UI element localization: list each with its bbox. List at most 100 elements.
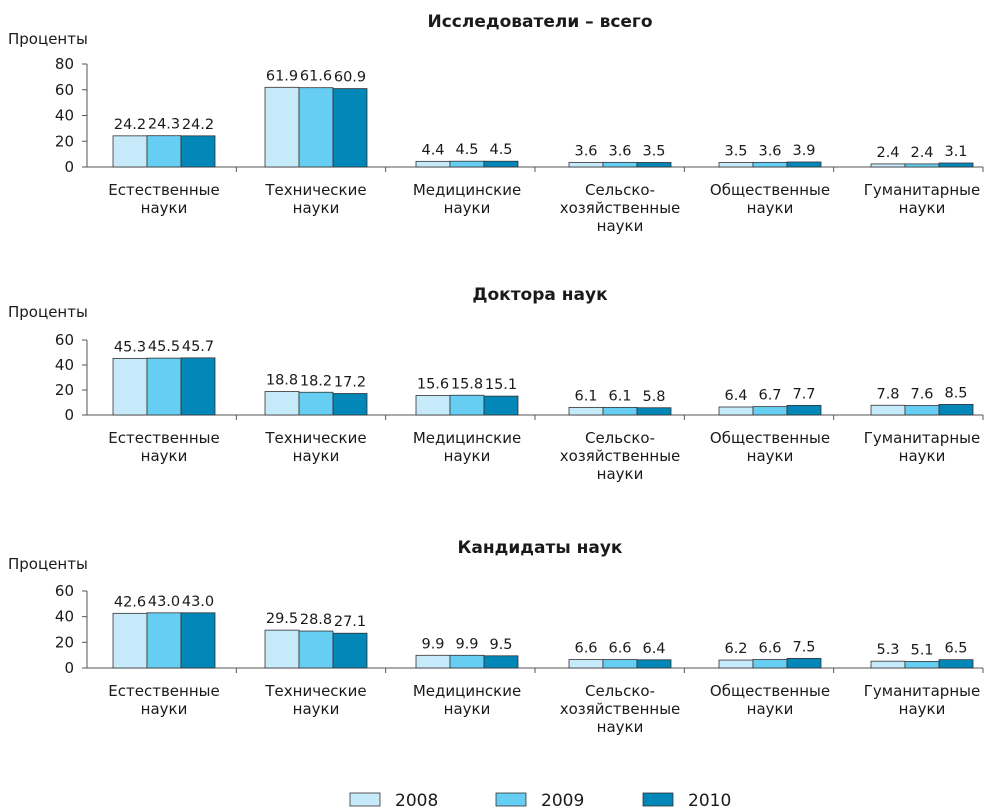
x-category-label: науки [899, 447, 946, 465]
data-label: 4.5 [455, 142, 478, 158]
y-tick-label: 40 [55, 107, 74, 125]
bar-2010 [332, 88, 368, 168]
data-label: 24.2 [182, 117, 214, 133]
chart-title: Доктора наук [472, 285, 608, 305]
y-tick-label: 0 [64, 659, 74, 677]
bar-2008 [718, 162, 754, 168]
y-axis-label: Проценты [8, 303, 88, 321]
x-category-label: науки [293, 447, 340, 465]
bar-2010 [786, 404, 822, 416]
bar-2010 [938, 403, 974, 416]
bar-2010 [938, 659, 974, 669]
bar-2010 [483, 655, 519, 669]
data-label: 24.2 [114, 117, 146, 133]
bar-2008 [264, 391, 300, 416]
chart-panel-2: Доктора наук Проценты 0 20 40 60 45.3 18.8 15.6 6… [8, 285, 984, 483]
data-label: 15.8 [451, 376, 483, 392]
data-label: 7.6 [910, 387, 933, 403]
data-label: 61.9 [266, 68, 298, 84]
data-label: 5.1 [910, 642, 933, 658]
bar-2009 [298, 630, 334, 669]
x-category-label: науки [141, 199, 188, 217]
data-label: 18.2 [300, 373, 332, 389]
data-label: 61.6 [300, 69, 332, 85]
data-label: 9.9 [455, 636, 478, 652]
data-label: 9.5 [489, 637, 512, 653]
data-label: 6.6 [608, 641, 631, 657]
bar-2009 [449, 394, 485, 416]
bar-2010 [938, 162, 974, 168]
bar-2008 [112, 135, 148, 168]
x-category-label: науки [747, 700, 794, 718]
x-category-label: хозяйственные [560, 199, 681, 217]
x-category-label: науки [293, 700, 340, 718]
bar-2008 [718, 659, 754, 669]
bar-2010 [636, 162, 672, 168]
bar-2008 [112, 612, 148, 669]
y-tick-label: 20 [55, 633, 74, 651]
data-label: 5.8 [642, 389, 665, 405]
data-label: 24.3 [148, 117, 180, 133]
data-label: 5.3 [876, 642, 899, 658]
data-label: 8.5 [944, 385, 967, 401]
data-label: 29.5 [266, 611, 298, 627]
bar-2008 [415, 160, 451, 168]
legend: 2008 2009 2010 [349, 791, 731, 808]
bar-2009 [904, 661, 940, 669]
x-category-label: Гуманитарные [864, 682, 980, 700]
bar-2009 [146, 612, 182, 669]
data-label: 60.9 [334, 70, 366, 86]
y-tick-label: 0 [64, 406, 74, 424]
data-label: 15.1 [485, 377, 517, 393]
bar-2009 [752, 659, 788, 669]
bar-2010 [332, 393, 368, 416]
bar-2009 [146, 135, 182, 168]
y-tick-label: 40 [55, 608, 74, 626]
bar-2009 [904, 163, 940, 168]
chart-panel-1: Исследователи – всего Проценты 0 20 40 60 80 24… [8, 12, 984, 235]
x-category-label: Медицинские [413, 429, 521, 447]
x-category-label: Общественные [710, 429, 830, 447]
bar-2009 [298, 87, 334, 168]
bar-2009 [904, 405, 940, 416]
data-label: 3.5 [724, 143, 747, 159]
bar-2009 [602, 161, 638, 168]
legend-label: 2009 [541, 791, 584, 808]
x-category-label: науки [899, 700, 946, 718]
data-label: 3.5 [642, 143, 665, 159]
y-axis-label: Проценты [8, 30, 88, 48]
bar-2010 [636, 407, 672, 416]
x-category-label: Общественные [710, 181, 830, 199]
bar-2008 [568, 406, 604, 416]
x-category-label: Медицинские [413, 682, 521, 700]
bar-2010 [483, 160, 519, 168]
x-category-label: Общественные [710, 682, 830, 700]
x-category-label: науки [597, 718, 644, 736]
bar-2008 [568, 161, 604, 168]
data-label: 6.6 [758, 641, 781, 657]
y-tick-label: 80 [55, 55, 74, 73]
x-category-label: хозяйственные [560, 447, 681, 465]
data-label: 3.1 [944, 144, 967, 160]
x-category-label: Сельско- [585, 429, 655, 447]
x-category-label: науки [747, 447, 794, 465]
data-label: 7.8 [876, 386, 899, 402]
x-category-label: науки [747, 199, 794, 217]
legend-swatch-2008 [349, 792, 381, 807]
y-tick-label: 0 [64, 158, 74, 176]
bar-2009 [602, 659, 638, 669]
y-tick-label: 60 [55, 582, 74, 600]
x-category-label: науки [597, 465, 644, 483]
chart-title: Кандидаты наук [458, 538, 623, 558]
y-tick-label: 60 [55, 81, 74, 99]
y-tick-label: 20 [55, 132, 74, 150]
x-category-label: Технические [264, 181, 366, 199]
data-label: 2.4 [910, 145, 933, 161]
x-category-label: Естественные [108, 429, 219, 447]
y-tick-label: 60 [55, 331, 74, 349]
bar-2009 [752, 406, 788, 416]
x-category-label: Технические [264, 682, 366, 700]
data-label: 6.1 [574, 388, 597, 404]
bar-2008 [568, 659, 604, 669]
